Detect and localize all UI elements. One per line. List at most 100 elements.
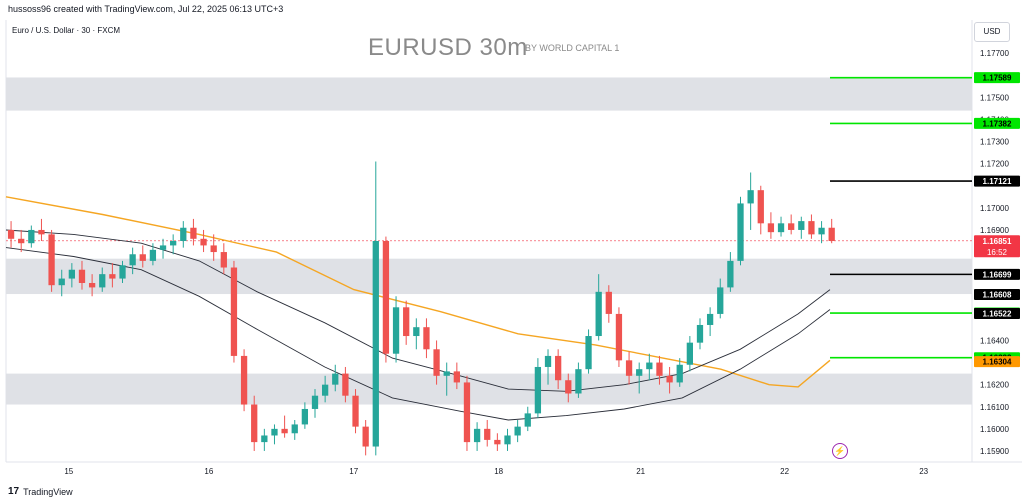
credit-line: hussoss96 created with TradingView.com, … — [8, 4, 284, 14]
time-axis: 15 16 17 18 21 22 23 — [64, 467, 928, 476]
candle-body — [534, 366, 542, 414]
price-zone — [6, 77, 972, 111]
candle-body — [78, 269, 86, 283]
candle-body — [443, 371, 450, 376]
candle-body — [281, 428, 288, 434]
price-label-text: 1.16699 — [983, 270, 1012, 279]
candle-body — [251, 404, 258, 443]
candle-body — [767, 223, 775, 233]
candle-body — [7, 229, 15, 239]
candle-body — [463, 382, 471, 443]
candle-body — [342, 373, 349, 396]
candle-body — [362, 426, 369, 447]
candle-body — [504, 435, 511, 445]
time-tick-label: 15 — [64, 467, 73, 476]
support-resistance-zones — [6, 77, 972, 405]
candle-body — [818, 227, 825, 235]
candle-body — [686, 342, 693, 365]
price-label-box — [974, 307, 1020, 319]
ema-orange-line — [5, 196, 831, 388]
price-tick-label: 1.17200 — [980, 160, 1009, 169]
candle-body — [453, 371, 460, 383]
candle-body — [747, 190, 754, 204]
candle-body — [798, 221, 805, 230]
candle-body — [605, 291, 612, 314]
candle-body — [18, 238, 25, 244]
candle-body — [159, 245, 167, 250]
price-tick-label: 1.16100 — [980, 403, 1009, 412]
price-label-box — [974, 268, 1020, 280]
price-zone — [6, 373, 972, 405]
candle-body — [717, 287, 724, 314]
candle-body — [139, 254, 146, 261]
candle-body — [706, 313, 714, 325]
candle-body — [757, 190, 764, 224]
candle-body — [615, 313, 623, 361]
candle-body — [392, 307, 400, 354]
currency-button[interactable]: USD — [974, 22, 1010, 42]
candle-body — [646, 362, 653, 370]
candle-body — [68, 269, 75, 279]
price-label-text: 1.16522 — [983, 309, 1012, 318]
candle-body — [210, 245, 217, 253]
candle-body — [433, 349, 440, 376]
candle-body — [727, 260, 734, 288]
chart-area[interactable]: 1.177001.175001.174001.173001.172001.170… — [0, 20, 1024, 482]
candle-body — [524, 413, 531, 427]
candle-body — [119, 265, 126, 279]
candle-body — [544, 355, 552, 367]
price-tick-label: 1.17300 — [980, 138, 1009, 147]
chart-subtitle: BY WORLD CAPITAL 1 — [525, 43, 620, 53]
time-tick-label: 22 — [780, 467, 789, 476]
price-label-box — [974, 288, 1020, 300]
candle-body — [129, 254, 136, 266]
footer-brand[interactable]: 17 TradingView — [8, 486, 73, 497]
candle-body — [788, 223, 795, 230]
price-tick-label: 1.15900 — [980, 447, 1009, 456]
candle-body — [382, 241, 390, 354]
candle-body — [200, 238, 207, 246]
candle-body — [595, 291, 602, 337]
candle-body — [625, 360, 633, 376]
candle-body — [484, 428, 491, 440]
candle-body — [666, 375, 673, 383]
band-lower-line — [5, 247, 831, 421]
candle-body — [180, 227, 187, 241]
candle-body — [676, 364, 683, 383]
candle-body — [28, 229, 35, 244]
candle-body — [575, 369, 582, 394]
candle-body — [109, 274, 116, 279]
candle-body — [565, 380, 572, 394]
horizontal-levels — [6, 76, 972, 359]
candle-body — [291, 424, 298, 434]
lightning-bolt-icon[interactable]: ⚡ — [832, 443, 848, 459]
candle-body — [808, 221, 815, 235]
candle-body — [240, 355, 248, 405]
candle-body — [828, 227, 835, 241]
price-tick-label: 1.16000 — [980, 425, 1009, 434]
price-tick-label: 1.16200 — [980, 381, 1009, 390]
candle-body — [99, 274, 106, 288]
price-label-text: 1.17589 — [983, 74, 1012, 83]
candle-body — [261, 435, 268, 443]
candle-body — [149, 249, 157, 261]
price-label-text: 1.17382 — [983, 119, 1012, 128]
candle-body — [48, 234, 55, 286]
candle-body — [777, 223, 785, 233]
candle-body — [423, 327, 430, 350]
candle-body — [88, 282, 96, 288]
candle-body — [58, 278, 65, 286]
candle-body — [321, 384, 329, 396]
candle-body — [230, 267, 238, 356]
price-tick-label: 1.17700 — [980, 49, 1009, 58]
price-tick-label: 1.17000 — [980, 204, 1009, 213]
candle-body — [413, 327, 420, 337]
price-tick-label: 1.16900 — [980, 226, 1009, 235]
candle-body — [220, 252, 227, 268]
price-labels: 1.17589 1.17382 1.17121 1.16851 16:52 1.16699… — [974, 72, 1020, 368]
price-label-countdown: 16:52 — [987, 248, 1008, 257]
price-label-text: 1.16608 — [983, 290, 1012, 299]
candle-body — [311, 395, 319, 409]
time-tick-label: 23 — [919, 467, 928, 476]
time-tick-label: 21 — [636, 467, 645, 476]
